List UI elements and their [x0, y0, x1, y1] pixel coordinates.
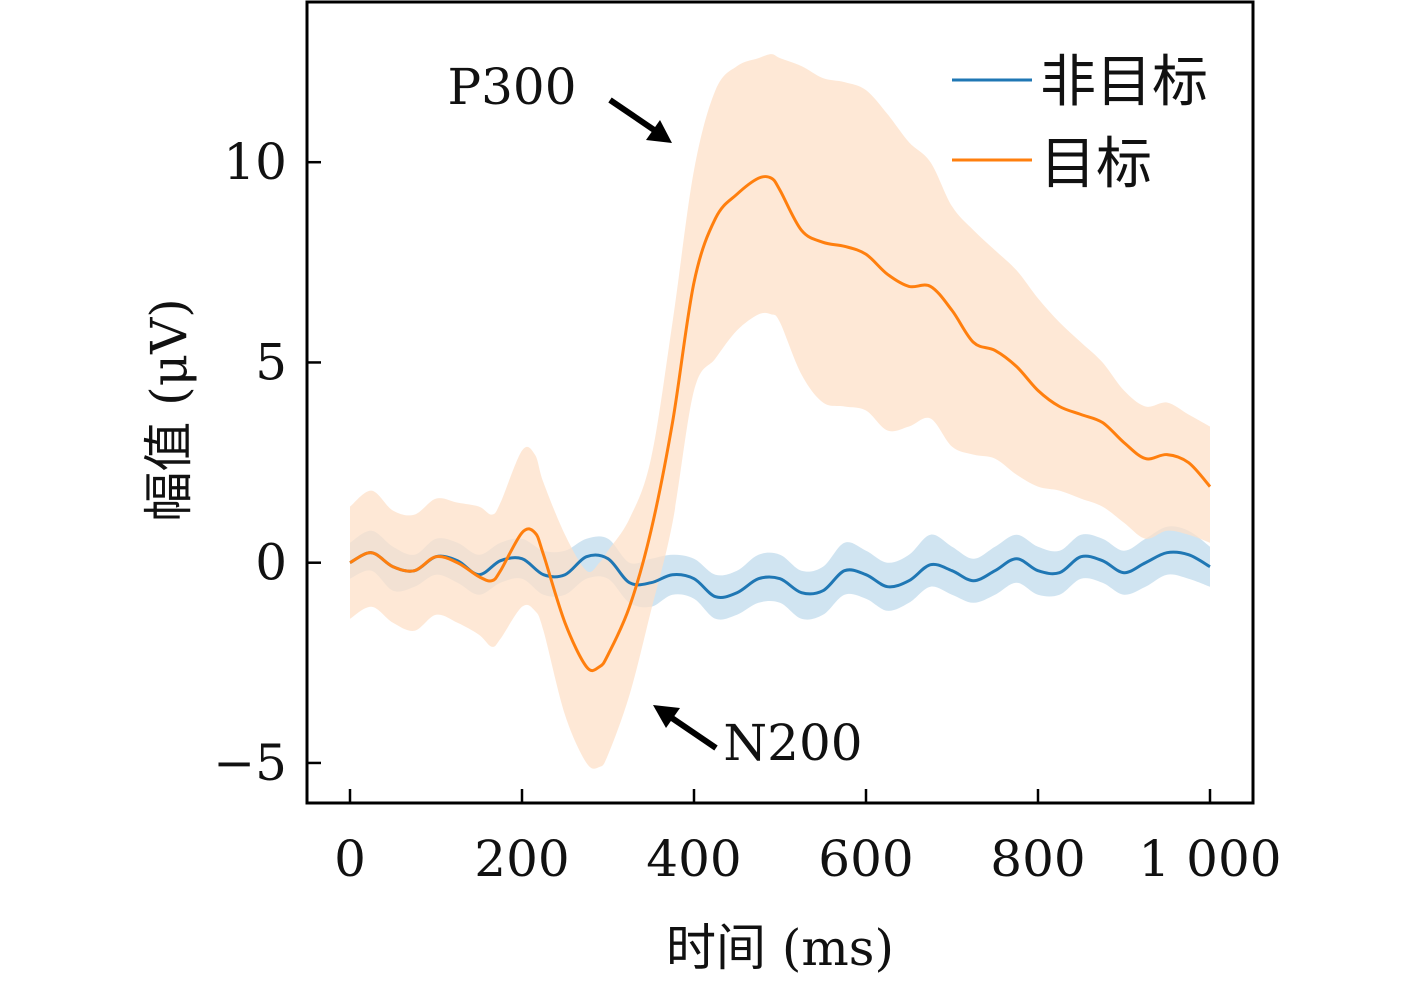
- annotation-n200-arrow: [664, 711, 718, 751]
- annotation-p300-label: P300: [447, 58, 576, 116]
- confidence-bands: [350, 54, 1210, 769]
- series-lines: [349, 174, 1212, 673]
- x-tick-label: 600: [818, 830, 913, 888]
- y-tick-label: 5: [255, 333, 287, 391]
- annotations: P300 N200: [447, 58, 862, 772]
- annotation-n200-label: N200: [723, 714, 862, 772]
- y-axis-ticks: −5 0 5 10: [213, 133, 321, 792]
- annotation-n200-arrowhead: [653, 705, 680, 728]
- y-axis-label: 幅值 (μV): [140, 298, 198, 522]
- band-series-1: [350, 54, 1210, 769]
- x-tick-label: 0: [334, 830, 366, 888]
- legend-label-nontarget: 非目标: [1040, 50, 1208, 115]
- x-tick-label: 1 000: [1138, 830, 1281, 888]
- annotation-p300-arrowhead: [646, 120, 672, 143]
- x-tick-label: 800: [990, 830, 1085, 888]
- x-tick-label: 400: [646, 830, 741, 888]
- band-series-0: [350, 526, 1210, 620]
- x-axis-ticks: 0 200 400 600 800 1 000: [334, 789, 1282, 888]
- legend-label-target: 目标: [1040, 132, 1152, 197]
- y-tick-label: −5: [213, 734, 287, 792]
- x-axis-label: 时间 (ms): [666, 919, 894, 977]
- line-series-0: [349, 550, 1211, 600]
- line-series-1: [349, 174, 1212, 673]
- y-tick-label: 0: [255, 534, 287, 592]
- annotation-p300-arrow: [608, 97, 662, 137]
- x-tick-label: 200: [474, 830, 569, 888]
- plot-frame: [305, 0, 1255, 805]
- legend: 非目标 目标: [952, 50, 1208, 197]
- y-tick-label: 10: [223, 133, 287, 191]
